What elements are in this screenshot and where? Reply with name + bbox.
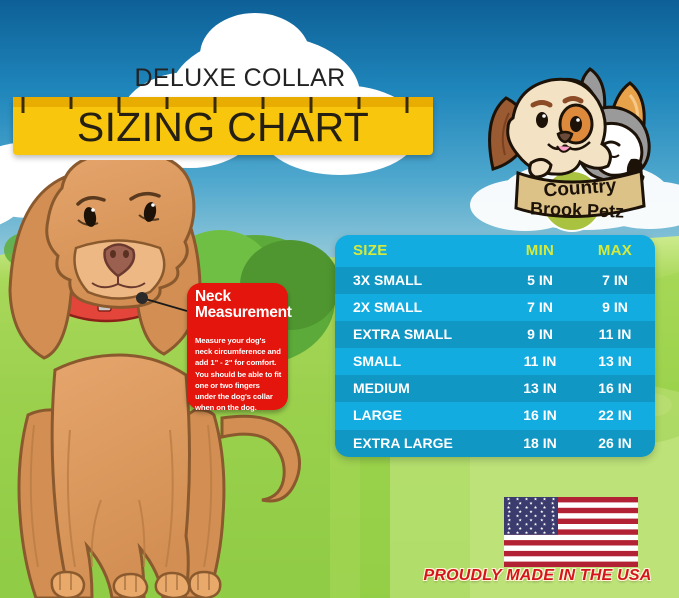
svg-text:Brook Petz: Brook Petz: [530, 198, 625, 221]
